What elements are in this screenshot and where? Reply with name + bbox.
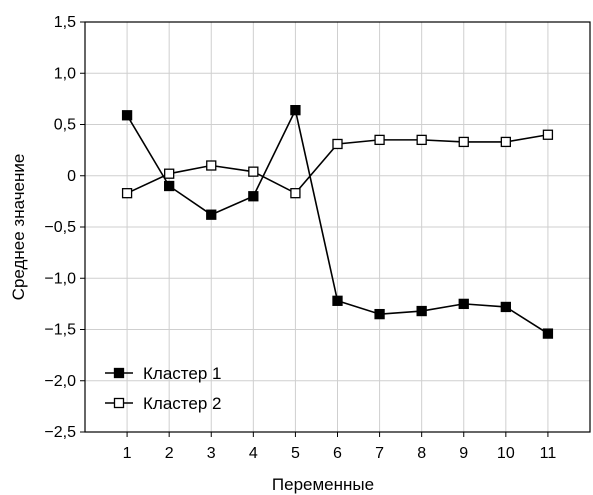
x-axis-ticks: 1 2 3 4 5 6 7 8 9 10 11 bbox=[123, 432, 557, 462]
data-point bbox=[206, 160, 217, 171]
x-tick-label: 2 bbox=[165, 445, 174, 462]
y-tick-label: 0,5 bbox=[54, 117, 76, 134]
data-point bbox=[248, 191, 259, 202]
data-point bbox=[332, 295, 343, 306]
data-point bbox=[164, 180, 175, 192]
x-tick-label: 3 bbox=[207, 445, 216, 462]
y-axis-title: Среднее значение bbox=[9, 154, 28, 301]
y-tick-label: 0 bbox=[67, 168, 76, 185]
series-2 bbox=[121, 129, 554, 199]
y-tick-label: −1,0 bbox=[44, 270, 76, 287]
x-tick-label: 7 bbox=[375, 445, 384, 462]
legend-label: Кластер 2 bbox=[143, 394, 221, 413]
data-point bbox=[416, 134, 427, 146]
data-point bbox=[500, 301, 511, 313]
data-point bbox=[458, 136, 469, 148]
y-tick-label: −2,0 bbox=[44, 373, 76, 390]
x-tick-label: 10 bbox=[497, 445, 515, 462]
y-tick-label: −1,5 bbox=[44, 322, 76, 339]
x-tick-label: 5 bbox=[291, 445, 300, 462]
y-tick-label: 1,5 bbox=[54, 14, 76, 31]
y-tick-label: −2,5 bbox=[44, 424, 76, 441]
series-1 bbox=[121, 105, 554, 339]
x-tick-label: 8 bbox=[417, 445, 426, 462]
legend-item-2: Кластер 2 bbox=[105, 394, 221, 413]
data-point bbox=[164, 168, 175, 179]
x-tick-label: 1 bbox=[123, 445, 132, 462]
data-point bbox=[416, 305, 427, 317]
data-point bbox=[374, 308, 385, 320]
y-tick-label: −0,5 bbox=[44, 219, 76, 236]
data-point bbox=[458, 298, 469, 310]
data-point bbox=[290, 105, 301, 116]
legend-label: Кластер 1 bbox=[143, 364, 221, 383]
data-point bbox=[500, 136, 511, 148]
legend-marker bbox=[113, 367, 125, 379]
data-point bbox=[206, 209, 217, 220]
x-tick-label: 4 bbox=[249, 445, 258, 462]
data-point bbox=[374, 134, 385, 146]
series-layer bbox=[121, 105, 554, 339]
data-point bbox=[542, 129, 554, 140]
data-point bbox=[332, 138, 343, 150]
legend: Кластер 1 Кластер 2 bbox=[105, 364, 221, 413]
legend-marker bbox=[113, 397, 125, 409]
data-point bbox=[290, 188, 301, 199]
x-tick-label: 9 bbox=[459, 445, 468, 462]
x-tick-label: 11 bbox=[540, 445, 557, 462]
data-point bbox=[121, 188, 133, 199]
y-axis-ticks: 1,5 1,0 0,5 0 −0,5 −1,0 −1,5 −2,0 −2,5 bbox=[44, 14, 85, 441]
x-tick-label: 6 bbox=[333, 445, 342, 462]
y-tick-label: 1,0 bbox=[54, 65, 76, 82]
x-axis-title: Переменные bbox=[272, 475, 374, 494]
data-point bbox=[542, 328, 554, 339]
data-point bbox=[248, 166, 259, 177]
data-point bbox=[121, 110, 133, 121]
grid bbox=[85, 21, 590, 433]
legend-item-1: Кластер 1 bbox=[105, 364, 221, 383]
